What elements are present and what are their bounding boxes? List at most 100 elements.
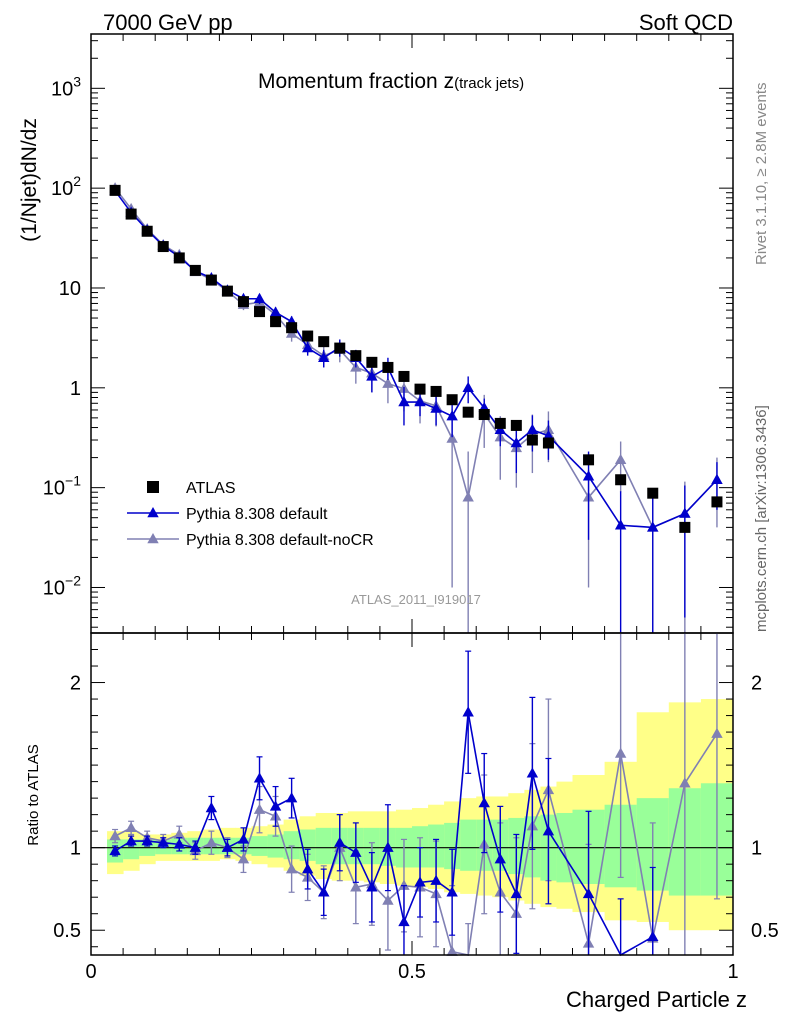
data-point [334, 342, 346, 354]
main-title-sub: (track jets) [454, 75, 524, 92]
ratio-point [526, 767, 539, 778]
x-axis-label: Charged Particle z [566, 987, 747, 1012]
main-title: Momentum fraction z(track jets) [258, 70, 524, 93]
data-point [462, 406, 474, 418]
ratio-point [141, 835, 153, 846]
data-point [430, 385, 442, 397]
x-tick-label: 1 [727, 961, 738, 983]
series-line [114, 190, 718, 529]
uncertainty-band-inner [267, 834, 285, 858]
ratio-point [350, 846, 362, 857]
ratio-plot-panel: 0.5 0.51 12 20 0.5 1 Ratio to ATLAS Charged P… [25, 632, 779, 1012]
y-tick-label: 10 [59, 278, 81, 300]
ratio-y-tick-label: 0.5 [53, 920, 81, 942]
mcplots-label: mcplots.cern.ch [arXiv:1306.3436] [753, 405, 770, 632]
legend-label: Pythia 8.308 default-noCR [186, 532, 374, 549]
uncertainty-band-inner [460, 819, 477, 871]
y-tick-label-base: 10 [43, 478, 65, 500]
data-point [382, 361, 394, 373]
rivet-label: Rivet 3.1.10, ≥ 2.8M events [753, 83, 770, 266]
ratio-point [205, 836, 218, 847]
ratio-point [318, 886, 330, 897]
data-point [526, 434, 538, 446]
ratio-point [253, 803, 266, 814]
data-point [141, 225, 153, 237]
ratio-point [189, 841, 202, 852]
data-point [614, 453, 627, 465]
data-point [462, 491, 474, 502]
main-title-text: Momentum fraction z [258, 70, 454, 93]
data-point [270, 316, 282, 328]
y-tick-label: 102 [51, 173, 81, 200]
process-label: Soft QCD [639, 10, 733, 35]
main-plot-marks [109, 182, 723, 633]
data-point [679, 507, 691, 518]
data-point [318, 351, 330, 362]
ratio-point [334, 836, 346, 847]
data-point [157, 241, 169, 253]
ratio-y-tick-label: 2 [70, 673, 81, 695]
x-tick-label: 0.5 [398, 961, 426, 983]
y-tick-label-exp: −1 [65, 473, 81, 489]
ratio-point [414, 876, 426, 887]
data-point [647, 521, 659, 532]
data-point [382, 377, 394, 388]
ratio-point [647, 930, 659, 942]
data-point [446, 394, 458, 406]
data-point [318, 336, 330, 348]
legend-marker [147, 481, 159, 493]
legend-label: Pythia 8.308 default [186, 506, 328, 523]
ratio-point [430, 874, 442, 885]
data-point [711, 496, 723, 508]
data-point [125, 208, 137, 220]
y-tick-label-exp: 2 [73, 173, 81, 189]
ratio-point [173, 838, 185, 849]
data-point [446, 432, 458, 443]
ratio-point [125, 821, 137, 833]
uncertainty-band-inner [251, 836, 269, 856]
data-point [237, 296, 249, 308]
y-tick-label: 10−1 [43, 473, 81, 500]
y-tick-label-base: 10 [51, 178, 73, 200]
legend-label: ATLAS [186, 480, 236, 497]
data-point [398, 370, 410, 382]
data-point [647, 487, 659, 499]
ratio-point [478, 797, 490, 808]
ratio-point [446, 945, 458, 956]
ratio-y-tick-label: 1 [70, 838, 81, 860]
data-point [366, 370, 378, 381]
data-point [254, 306, 266, 318]
y-tick-label-base: 10 [43, 577, 65, 599]
y-tick-label: 103 [51, 73, 81, 100]
ratio-point [446, 886, 458, 897]
data-point [269, 306, 282, 317]
data-point [366, 356, 378, 368]
ratio-point [679, 777, 691, 788]
data-point [414, 383, 426, 395]
data-point [205, 274, 217, 286]
data-point [582, 470, 595, 481]
main-y-axis-label: (1/Njet)dN/dz [18, 118, 41, 242]
analysis-label: ATLAS_2011_I919017 [351, 592, 481, 607]
data-point [253, 292, 266, 303]
legend: ATLAS Pythia 8.308 default Pythia 8.308 de… [127, 480, 374, 549]
ratio-uncertainty-bands [91, 699, 734, 931]
data-point [615, 474, 627, 486]
data-point [350, 350, 362, 362]
ratio-point [173, 828, 185, 839]
ratio-point [205, 802, 218, 813]
ratio-plot-marks [109, 633, 723, 957]
ratio-point [157, 836, 169, 847]
data-point [679, 521, 691, 533]
ratio-point [269, 800, 282, 811]
data-point [302, 330, 314, 342]
data-point [542, 437, 554, 449]
ratio-point [253, 772, 266, 783]
ratio-y-tick-label-right: 0.5 [751, 920, 779, 942]
y-tick-label-exp: −2 [65, 572, 81, 588]
data-point [221, 285, 233, 297]
data-point [510, 419, 522, 431]
ratio-point [582, 887, 595, 899]
data-point [173, 252, 185, 264]
